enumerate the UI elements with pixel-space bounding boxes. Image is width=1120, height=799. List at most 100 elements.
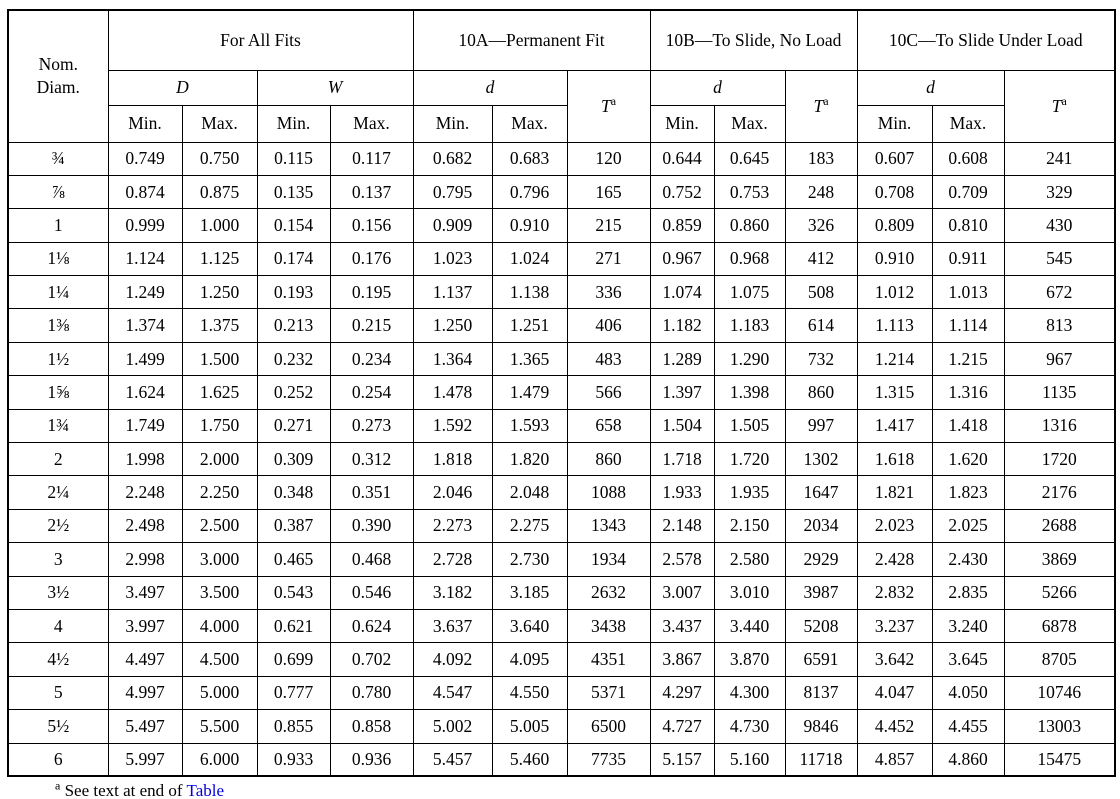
cell-10c-t: 2688 — [1003, 508, 1116, 544]
cell-w-max: 0.234 — [329, 341, 414, 377]
cell-10a-d-max: 2.730 — [491, 542, 568, 577]
cell-10a-d-max: 0.683 — [491, 141, 568, 176]
cell-10a-d-min: 1.364 — [412, 341, 493, 377]
cell-10c-t: 813 — [1003, 308, 1116, 343]
cell-10a-d-max: 1.820 — [491, 442, 568, 477]
table-row: 1½ 1.499 1.500 0.232 0.234 1.364 1.365 4… — [7, 341, 1116, 377]
cell-10c-d-min: 1.113 — [856, 308, 933, 343]
cell-w-max: 0.195 — [329, 275, 414, 310]
cell-10b-d-max: 2.580 — [713, 542, 786, 577]
cell-d-max: 5.000 — [181, 675, 258, 711]
cell-10c-d-min: 4.452 — [856, 709, 933, 744]
cell-w-min: 0.271 — [256, 408, 331, 444]
cell-10b-t: 9846 — [784, 709, 858, 744]
cell-d-min: 4.497 — [107, 642, 183, 677]
cell-nominal-diameter: 4 — [7, 608, 109, 644]
cell-10a-t: 1343 — [566, 508, 651, 544]
cell-w-max: 0.273 — [329, 408, 414, 444]
table-link[interactable]: Table — [186, 781, 225, 799]
cell-nominal-diameter: 1½ — [7, 341, 109, 377]
cell-10a-t: 1934 — [566, 542, 651, 577]
cell-nominal-diameter: 1¾ — [7, 408, 109, 444]
cell-10a-d-min: 0.795 — [412, 174, 493, 210]
cell-10b-d-max: 1.290 — [713, 341, 786, 377]
cell-nominal-diameter: 1⅜ — [7, 308, 109, 343]
cell-10c-d-max: 4.860 — [931, 742, 1005, 777]
table-row: 5 4.997 5.000 0.777 0.780 4.547 4.550 53… — [7, 675, 1116, 711]
cell-10c-d-min: 1.821 — [856, 475, 933, 510]
cell-10b-d-max: 1.398 — [713, 375, 786, 410]
cell-10a-d-min: 3.637 — [412, 608, 493, 644]
cell-10b-t: 2929 — [784, 542, 858, 577]
cell-10c-t: 241 — [1003, 141, 1116, 176]
cell-10c-d-max: 1.215 — [931, 341, 1005, 377]
cell-10b-t: 614 — [784, 308, 858, 343]
min-header-d: Min. — [107, 104, 183, 143]
nominal-diameter-header: Nom. Diam. — [7, 9, 109, 143]
cell-w-max: 0.780 — [329, 675, 414, 711]
cell-d-min: 2.998 — [107, 542, 183, 577]
cell-10c-t: 1316 — [1003, 408, 1116, 444]
cell-d-min: 0.749 — [107, 141, 183, 176]
header-group-row: Nom. Diam. For All Fits 10A—Permanent Fi… — [7, 9, 1116, 143]
cell-d-min: 3.497 — [107, 575, 183, 610]
cell-10c-d-max: 0.709 — [931, 174, 1005, 210]
cell-10b-t: 183 — [784, 141, 858, 176]
cell-w-min: 0.855 — [256, 709, 331, 744]
cell-10c-d-min: 3.642 — [856, 642, 933, 677]
cell-10b-d-min: 0.967 — [649, 241, 715, 277]
cell-d-max: 6.000 — [181, 742, 258, 777]
cell-10a-d-max: 1.138 — [491, 275, 568, 310]
cell-10b-t: 248 — [784, 174, 858, 210]
cell-10c-t: 8705 — [1003, 642, 1116, 677]
variable-d-10a: d — [412, 69, 568, 106]
cell-d-min: 1.124 — [107, 241, 183, 277]
cell-10b-d-max: 0.645 — [713, 141, 786, 176]
cell-nominal-diameter: 5 — [7, 675, 109, 711]
cell-10b-d-min: 1.504 — [649, 408, 715, 444]
cell-d-max: 1.375 — [181, 308, 258, 343]
table-row: 1¾ 1.749 1.750 0.271 0.273 1.592 1.593 6… — [7, 408, 1116, 444]
cell-nominal-diameter: 1⅛ — [7, 241, 109, 277]
cell-10c-d-min: 0.809 — [856, 208, 933, 243]
cell-10b-t: 860 — [784, 375, 858, 410]
cell-10a-d-min: 4.092 — [412, 642, 493, 677]
cell-10c-d-min: 1.417 — [856, 408, 933, 444]
cell-w-min: 0.174 — [256, 241, 331, 277]
cell-10c-d-max: 1.316 — [931, 375, 1005, 410]
cell-10a-t: 4351 — [566, 642, 651, 677]
cell-10a-t: 7735 — [566, 742, 651, 777]
cell-10a-t: 658 — [566, 408, 651, 444]
cell-10b-d-max: 4.300 — [713, 675, 786, 711]
table-body: ¾ 0.749 0.750 0.115 0.117 0.682 0.683 12… — [7, 141, 1116, 777]
cell-10b-t: 1302 — [784, 442, 858, 477]
table-row: 1⅛ 1.124 1.125 0.174 0.176 1.023 1.024 2… — [7, 241, 1116, 277]
cell-10c-t: 1720 — [1003, 442, 1116, 477]
cell-10c-t: 1135 — [1003, 375, 1116, 410]
cell-10a-d-min: 1.137 — [412, 275, 493, 310]
footnote-text: See text at end of — [60, 781, 187, 799]
cell-10c-d-min: 2.023 — [856, 508, 933, 544]
cell-10a-d-max: 5.460 — [491, 742, 568, 777]
cell-d-max: 0.875 — [181, 174, 258, 210]
cell-w-max: 0.215 — [329, 308, 414, 343]
cell-nominal-diameter: 3½ — [7, 575, 109, 610]
cell-10a-d-max: 5.005 — [491, 709, 568, 744]
cell-nominal-diameter: 2½ — [7, 508, 109, 544]
cell-w-max: 0.546 — [329, 575, 414, 610]
cell-w-min: 0.699 — [256, 642, 331, 677]
min-header-w: Min. — [256, 104, 331, 143]
cell-d-max: 4.500 — [181, 642, 258, 677]
cell-10a-d-max: 2.275 — [491, 508, 568, 544]
max-header-d: Max. — [181, 104, 258, 143]
cell-10c-d-max: 0.911 — [931, 241, 1005, 277]
cell-10b-t: 6591 — [784, 642, 858, 677]
header-variable-row: D W d Ta d Ta d Ta — [8, 69, 1116, 143]
cell-w-min: 0.777 — [256, 675, 331, 711]
cell-d-min: 1.249 — [107, 275, 183, 310]
variable-d-capital: D — [107, 69, 258, 106]
max-header-10b: Max. — [713, 104, 786, 143]
cell-10c-d-max: 3.240 — [931, 608, 1005, 644]
cell-10b-d-max: 5.160 — [713, 742, 786, 777]
